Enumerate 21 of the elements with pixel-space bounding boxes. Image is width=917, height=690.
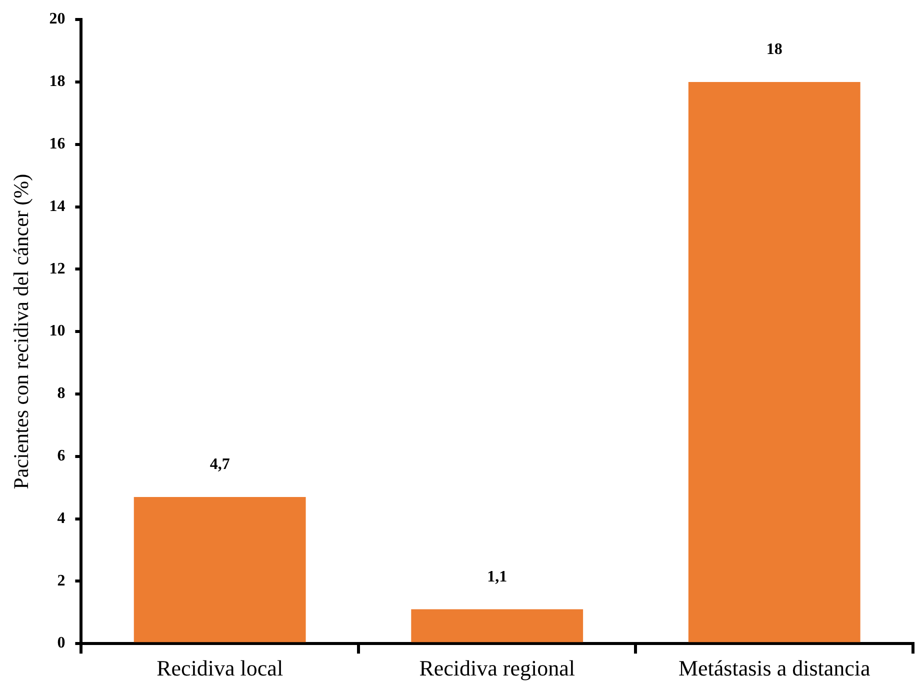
y-tick-label: 16 [49,136,66,153]
data-label: 4,7 [210,456,230,474]
y-tick-label: 2 [57,572,66,590]
y-tick-label: 18 [49,73,66,90]
y-axis-title: Pacientes con recidiva del cáncer (%) [9,174,34,490]
data-label: 1,1 [487,568,508,586]
y-tick-label: 4 [57,510,66,527]
data-label: 18 [766,41,782,58]
y-tick-label: 14 [49,198,66,215]
x-tick-label: Recidiva regional [419,656,575,681]
x-tick-label: Recidiva local [156,656,284,681]
y-tick-label: 6 [57,448,66,465]
y-tick-label: 20 [49,10,66,28]
y-tick-label: 10 [49,322,66,340]
bar [411,609,584,642]
bar [688,82,860,642]
y-tick-label: 8 [57,385,66,402]
y-tick-label: 0 [57,634,66,652]
x-tick-label: Metástasis a distancia [678,656,871,681]
bar [134,496,306,642]
y-tick-label: 12 [49,260,66,278]
